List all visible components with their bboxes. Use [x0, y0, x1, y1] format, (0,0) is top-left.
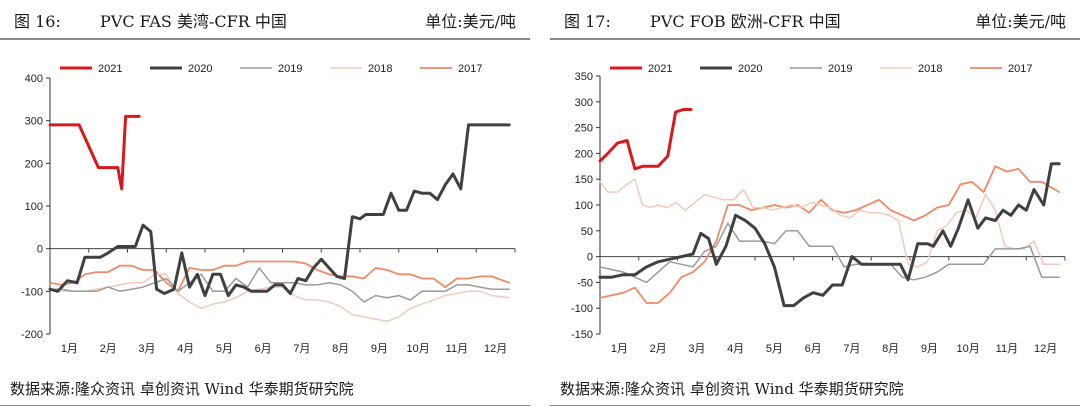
x-tick-label: 6月	[805, 343, 822, 355]
x-tick-label: 5月	[216, 343, 233, 355]
x-tick-label: 2月	[650, 343, 667, 355]
x-tick-label: 10月	[957, 343, 980, 355]
y-tick-label: 350	[575, 71, 593, 83]
figure-label: 图 17:	[564, 12, 611, 31]
x-tick-label: 8月	[332, 343, 349, 355]
y-tick-label: 150	[575, 174, 593, 186]
x-tick-label: 2月	[100, 343, 117, 355]
legend-label: 2021	[98, 63, 122, 75]
y-tick-label: 250	[575, 123, 593, 135]
source-note: 数据来源:隆众资讯 卓创资讯 Wind 华泰期货研究院	[560, 380, 904, 398]
y-tick-label: -100	[571, 303, 593, 315]
y-tick-label: 200	[575, 148, 593, 160]
y-tick-label: -150	[571, 329, 593, 341]
series-line-2017	[599, 165, 1061, 304]
line-chart: -150 -100 -50 0 50 100 150 200 250 300 350 1月 2月 3月 4月…	[571, 63, 1066, 355]
chart-panel-right: 图 17: PVC FOB 欧洲-CFR 中国 单位:美元/吨 -150 -100…	[550, 0, 1080, 416]
legend-label: 2019	[828, 63, 852, 75]
legend-label: 2018	[368, 63, 392, 75]
y-tick-label: 300	[575, 97, 593, 109]
x-tick-label: 3月	[688, 343, 705, 355]
x-tick-label: 8月	[882, 343, 899, 355]
series-line-2017	[49, 260, 511, 293]
line-chart: -200 -100 0 100 200 300 400 1月 2月 3月 4月 5月 6月 7月 8月 9月 1…	[21, 63, 516, 355]
chart-header: 图 16: PVC FAS 美湾-CFR 中国 单位:美元/吨	[0, 0, 530, 40]
legend-label: 2018	[918, 63, 942, 75]
series-line-2021	[598, 108, 693, 171]
x-tick-label: 4月	[177, 343, 194, 355]
x-tick-label: 9月	[921, 343, 938, 355]
x-tick-label: 12月	[1034, 343, 1057, 355]
figure-label: 图 16:	[14, 12, 61, 31]
x-tick-label: 9月	[371, 343, 388, 355]
y-tick-label: 0	[37, 244, 43, 256]
legend-label: 2020	[188, 63, 212, 75]
chart-panel-left: 图 16: PVC FAS 美湾-CFR 中国 单位:美元/吨 -200 -100…	[0, 0, 530, 416]
x-tick-label: 7月	[843, 343, 860, 355]
y-tick-label: -200	[21, 329, 43, 341]
y-tick-label: 0	[587, 252, 593, 264]
y-tick-label: 300	[25, 116, 43, 128]
y-tick-label: -50	[577, 277, 593, 289]
chart-title: PVC FOB 欧洲-CFR 中国	[650, 12, 841, 31]
series-line-2021	[48, 114, 141, 191]
x-tick-label: 6月	[255, 343, 272, 355]
x-tick-label: 3月	[138, 343, 155, 355]
series-line-2020	[598, 162, 1061, 308]
series-line-2019	[599, 222, 1060, 284]
x-tick-label: 10月	[407, 343, 430, 355]
legend-label: 2020	[738, 63, 762, 75]
series-line-2019	[49, 267, 510, 303]
y-tick-label: 50	[581, 226, 593, 238]
y-tick-label: 400	[25, 73, 43, 85]
x-tick-label: 11月	[446, 343, 468, 355]
y-tick-label: 100	[575, 200, 593, 212]
y-tick-label: -100	[21, 286, 43, 298]
unit-label: 单位:美元/吨	[425, 12, 516, 31]
series-line-2020	[48, 123, 511, 298]
series-line-2018	[599, 178, 1060, 268]
y-tick-label: 200	[25, 158, 43, 170]
x-tick-label: 1月	[61, 343, 78, 355]
legend-label: 2017	[1008, 63, 1032, 75]
x-tick-label: 5月	[766, 343, 783, 355]
source-note: 数据来源:隆众资讯 卓创资讯 Wind 华泰期货研究院	[10, 380, 354, 398]
x-tick-label: 12月	[484, 343, 507, 355]
chart-header: 图 17: PVC FOB 欧洲-CFR 中国 单位:美元/吨	[550, 0, 1080, 40]
legend-label: 2017	[458, 63, 482, 75]
x-tick-label: 7月	[293, 343, 310, 355]
series-line-2018	[49, 273, 510, 322]
bottom-rule	[550, 405, 1080, 406]
x-tick-label: 11月	[996, 343, 1018, 355]
x-tick-label: 4月	[727, 343, 744, 355]
bottom-rule	[0, 405, 530, 406]
legend-label: 2021	[648, 63, 672, 75]
chart-title: PVC FAS 美湾-CFR 中国	[100, 12, 287, 31]
legend-label: 2019	[278, 63, 302, 75]
x-tick-label: 1月	[611, 343, 628, 355]
y-tick-label: 100	[25, 201, 43, 213]
unit-label: 单位:美元/吨	[975, 12, 1066, 31]
